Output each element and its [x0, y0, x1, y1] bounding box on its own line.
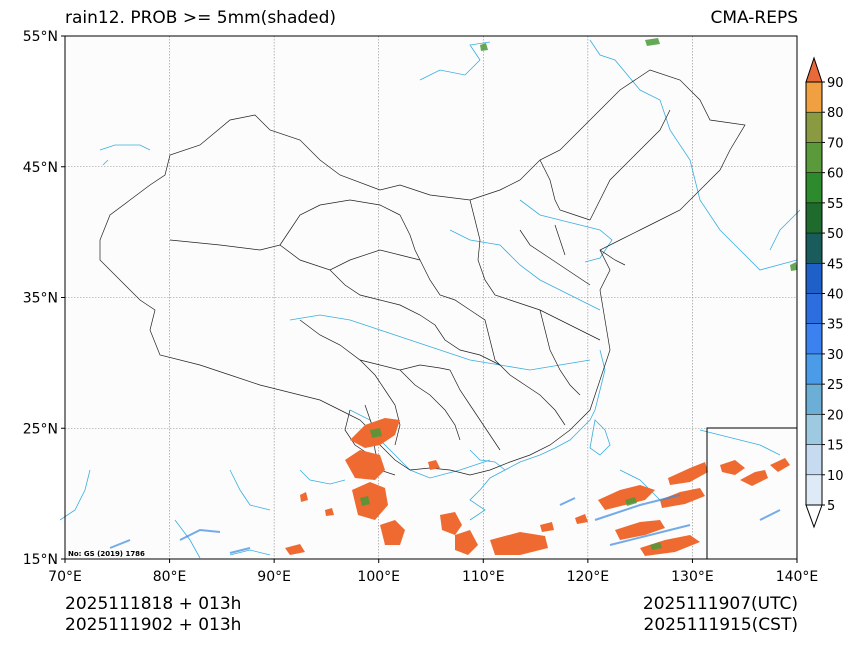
- colorbar: 5 10 15 20 25 30 35 40 45 50 55 60 70 80 90: [805, 56, 844, 529]
- lat-label: 15°N: [23, 552, 58, 568]
- colorbar-label: 30: [827, 348, 844, 363]
- colorbar-segment: [806, 474, 822, 505]
- valid-time-utc: 2025111907(UTC): [642, 594, 798, 614]
- colorbar-segment: [806, 82, 822, 113]
- lon-label: 80°E: [153, 569, 187, 585]
- lon-label: 110°E: [462, 569, 505, 585]
- colorbar-segment: [806, 263, 822, 294]
- colorbar-segment: [806, 233, 822, 264]
- colorbar-upper-extend: [805, 56, 823, 83]
- colorbar-label: 55: [827, 197, 844, 212]
- precip-high-prob: [285, 418, 790, 556]
- colorbar-label: 15: [827, 439, 844, 454]
- init-time-cst: 2025111902 + 013h: [65, 615, 242, 635]
- lat-label: 45°N: [23, 160, 58, 176]
- colorbar-label: 40: [827, 288, 844, 303]
- colorbar-segment: [806, 172, 822, 203]
- lon-label: 130°E: [671, 569, 714, 585]
- lon-label: 100°E: [357, 569, 400, 585]
- lat-label: 25°N: [23, 421, 58, 437]
- colorbar-segment: [806, 444, 822, 475]
- map-credit: No: GS (2019) 1786: [68, 550, 145, 558]
- lat-label: 55°N: [23, 29, 58, 45]
- lon-label: 70°E: [48, 569, 82, 585]
- precip-mid-prob: [360, 38, 797, 550]
- lon-label: 120°E: [567, 569, 610, 585]
- colorbar-segment: [806, 202, 822, 234]
- colorbar-label: 10: [827, 469, 844, 484]
- latitude-labels: 55°N 45°N 35°N 25°N 15°N: [23, 29, 65, 568]
- lon-label: 90°E: [257, 569, 291, 585]
- precipitation-shading: [109, 38, 797, 556]
- colorbar-label: 35: [827, 318, 844, 333]
- colorbar-label: 5: [827, 499, 835, 514]
- colorbar-label: 50: [827, 227, 844, 242]
- colorbar-segment: [806, 112, 822, 143]
- init-time-utc: 2025111818 + 013h: [65, 594, 242, 614]
- valid-time-cst: 2025111915(CST): [643, 615, 798, 635]
- colorbar-label: 45: [827, 257, 844, 272]
- colorbar-label: 70: [827, 136, 844, 151]
- colorbar-segment: [806, 384, 822, 415]
- colorbar-label: 25: [827, 378, 844, 393]
- lat-label: 35°N: [23, 291, 58, 307]
- colorbar-segment: [806, 414, 822, 445]
- colorbar-label: 90: [827, 76, 844, 91]
- colorbar-label: 60: [827, 167, 844, 182]
- administrative-borders: [99, 69, 746, 476]
- colorbar-lower-extend: [805, 504, 823, 529]
- colorbar-label: 20: [827, 408, 844, 423]
- colorbar-segment: [806, 323, 822, 354]
- colorbar-segment: [806, 142, 822, 173]
- lon-label: 140°E: [776, 569, 819, 585]
- longitude-labels: 70°E 80°E 90°E 100°E 110°E 120°E 130°E 140°E: [48, 559, 818, 585]
- colorbar-segment: [806, 293, 822, 324]
- precip-low-prob: [109, 494, 781, 554]
- map-title: rain12. PROB >= 5mm(shaded): [65, 8, 337, 28]
- colorbar-segment: [806, 353, 822, 385]
- colorbar-label: 80: [827, 106, 844, 121]
- model-name: CMA-REPS: [710, 8, 798, 28]
